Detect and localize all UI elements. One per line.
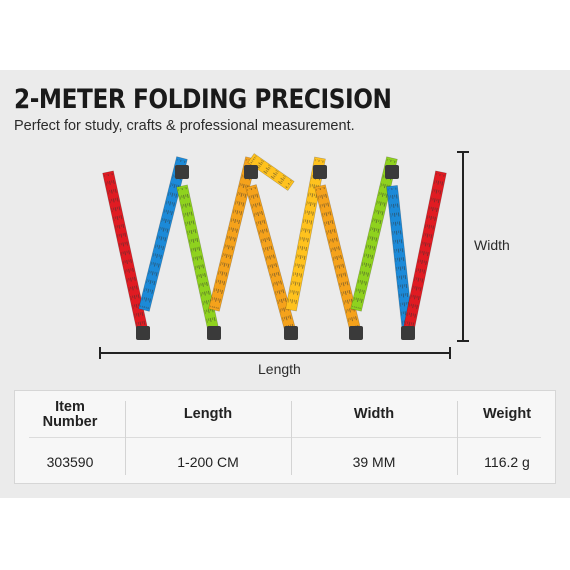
ruler-joint — [349, 326, 363, 340]
ruler-segments — [102, 153, 447, 340]
ruler-segment — [350, 156, 398, 312]
ruler-joint — [284, 326, 298, 340]
column-divider — [457, 401, 458, 475]
ruler-joint — [136, 326, 150, 340]
ruler-segment — [402, 170, 447, 335]
page-subtitle: Perfect for study, crafts & professional… — [14, 118, 355, 134]
header-item-number: Item Number — [42, 398, 98, 430]
column-divider — [291, 401, 292, 475]
spec-table: Item Number Length Width Weight 303590 1-… — [14, 390, 556, 484]
ruler-joint — [313, 165, 327, 179]
ruler-joint — [244, 165, 258, 179]
ruler-segment — [208, 156, 257, 312]
ruler-segment — [138, 156, 188, 312]
length-dimension-line — [99, 347, 451, 359]
width-label: Width — [474, 237, 510, 253]
folding-ruler-illustration — [99, 151, 469, 359]
header-width: Width — [353, 406, 395, 422]
ruler-segment — [176, 184, 220, 335]
spec-value-row: 303590 1-200 CM 39 MM 116.2 g — [15, 438, 555, 485]
ruler-segment — [285, 156, 326, 312]
ruler-segment — [247, 153, 295, 191]
value-length: 1-200 CM — [177, 453, 239, 470]
ruler-segment — [314, 184, 362, 335]
header-length: Length — [183, 406, 233, 422]
ruler-joint — [401, 326, 415, 340]
ruler-joint — [175, 165, 189, 179]
value-width: 39 MM — [352, 453, 396, 470]
length-label: Length — [258, 361, 301, 377]
ruler-joint — [385, 165, 399, 179]
row-divider — [29, 437, 541, 438]
column-divider — [125, 401, 126, 475]
spec-header-row: Item Number Length Width Weight — [15, 391, 555, 438]
page-title: 2-METER FOLDING PRECISION — [14, 84, 392, 115]
width-dimension-line — [457, 151, 469, 342]
value-weight: 116.2 g — [484, 453, 530, 470]
ruler-segment — [245, 184, 297, 335]
ruler-joint — [207, 326, 221, 340]
value-item-number: 303590 — [46, 453, 94, 470]
header-weight: Weight — [482, 406, 532, 422]
